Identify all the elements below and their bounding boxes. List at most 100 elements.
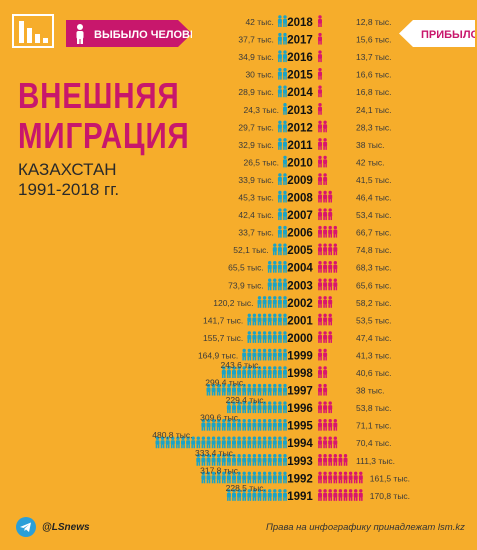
person-icon — [283, 173, 287, 185]
inflow-bar — [318, 67, 322, 80]
inflow-value-label: 58,2 тыс. — [356, 298, 392, 308]
year-label: 1998 — [287, 368, 313, 380]
person-icon — [283, 471, 287, 484]
year-label: 2011 — [288, 140, 314, 152]
outflow-value-label: 229,4 тыс. — [226, 395, 266, 405]
inflow-value-label: 15,6 тыс. — [356, 35, 392, 45]
person-icon — [328, 418, 333, 431]
person-icon — [237, 366, 242, 378]
person-icon — [242, 471, 247, 484]
person-icon — [262, 313, 267, 326]
inflow-value-label: 53,4 тыс. — [356, 210, 392, 220]
inflow-value-label: 41,5 тыс. — [356, 175, 392, 185]
person-icon — [257, 489, 262, 501]
person-icon — [242, 366, 247, 378]
person-icon — [318, 85, 322, 98]
person-icon — [277, 138, 282, 150]
person-icon — [318, 155, 322, 168]
person-icon — [237, 471, 242, 484]
person-icon — [272, 348, 277, 361]
outflow-bar — [277, 50, 287, 63]
person-icon — [272, 296, 277, 308]
inflow-value-label: 170,8 тыс. — [370, 491, 410, 501]
person-icon — [277, 436, 282, 449]
person-icon — [333, 436, 338, 449]
person-icon — [226, 489, 231, 501]
person-icon — [283, 120, 287, 133]
person-icon — [267, 401, 272, 414]
person-icon — [283, 278, 287, 291]
outflow-bar — [221, 366, 287, 378]
person-icon — [323, 313, 328, 326]
person-icon — [323, 401, 328, 414]
person-icon — [272, 418, 277, 431]
inflow-value-label: 46,4 тыс. — [356, 193, 392, 203]
person-icon — [232, 471, 236, 484]
person-icon — [318, 120, 322, 133]
person-icon — [333, 278, 338, 291]
person-icon — [242, 436, 247, 449]
person-icon — [272, 383, 277, 396]
person-icon — [318, 401, 322, 414]
person-icon — [262, 331, 267, 343]
inflow-value-label: 28,3 тыс. — [356, 122, 392, 132]
person-icon — [358, 489, 363, 501]
year-label: 2008 — [287, 193, 313, 205]
person-icon — [252, 348, 257, 361]
person-icon — [318, 50, 322, 63]
person-icon — [272, 261, 277, 273]
person-icon — [221, 471, 226, 484]
chart-row-2013: 2013 24,3 тыс. 24,1 тыс. — [243, 103, 392, 117]
outflow-bar — [283, 103, 287, 115]
year-label: 2010 — [287, 157, 313, 169]
person-icon — [277, 243, 282, 256]
outflow-value-label: 299,4 тыс. — [205, 378, 245, 388]
person-icon — [277, 85, 282, 98]
inflow-bar — [318, 313, 333, 326]
year-label: 2013 — [287, 105, 313, 117]
person-icon — [216, 383, 221, 396]
person-icon — [348, 471, 353, 484]
outflow-value-label: 29,7 тыс. — [238, 122, 274, 132]
footer-credit: Права на инфографику принадлежат lsm.kz — [266, 522, 465, 533]
person-icon — [237, 418, 242, 431]
person-icon — [191, 436, 196, 449]
year-label: 2009 — [287, 175, 313, 187]
outflow-bar — [226, 489, 287, 501]
person-icon — [252, 471, 257, 484]
person-icon — [242, 418, 247, 431]
person-icon — [221, 436, 226, 449]
person-icon — [257, 296, 262, 308]
person-icon — [257, 313, 262, 326]
person-icon — [226, 418, 231, 431]
person-icon — [232, 489, 236, 501]
person-icon — [318, 243, 322, 256]
inflow-bar — [318, 103, 322, 115]
person-icon — [283, 67, 287, 80]
person-icon — [323, 243, 328, 256]
person-icon — [201, 454, 206, 466]
inflow-bar — [318, 85, 322, 98]
person-icon — [267, 261, 272, 273]
person-icon — [211, 471, 216, 484]
outflow-value-label: 34,9 тыс. — [238, 52, 274, 62]
person-icon — [252, 436, 257, 449]
outflow-value-label: 52,1 тыс. — [233, 245, 269, 255]
outflow-legend-badge: ВЫБЫЛО ЧЕЛОВЕК — [66, 20, 192, 47]
year-label: 1997 — [287, 386, 313, 398]
inflow-bar — [318, 225, 338, 238]
chart-row-1998: 1998 243,6 тыс. 40,6 тыс. — [221, 360, 392, 380]
outflow-bar — [277, 173, 287, 185]
person-icon — [277, 32, 282, 45]
person-icon — [328, 313, 333, 326]
inflow-bar — [318, 138, 328, 150]
person-icon — [257, 418, 262, 431]
outflow-bar — [267, 261, 287, 273]
outflow-bar — [257, 296, 287, 308]
inflow-value-label: 66,7 тыс. — [356, 228, 392, 238]
person-icon — [262, 454, 267, 466]
chart-row-2003: 2003 73,9 тыс. 65,6 тыс. — [228, 278, 392, 292]
person-icon — [247, 348, 252, 361]
chart-row-1991: 1991 228,5 тыс. 170,8 тыс. — [226, 483, 410, 503]
person-icon — [333, 243, 338, 256]
